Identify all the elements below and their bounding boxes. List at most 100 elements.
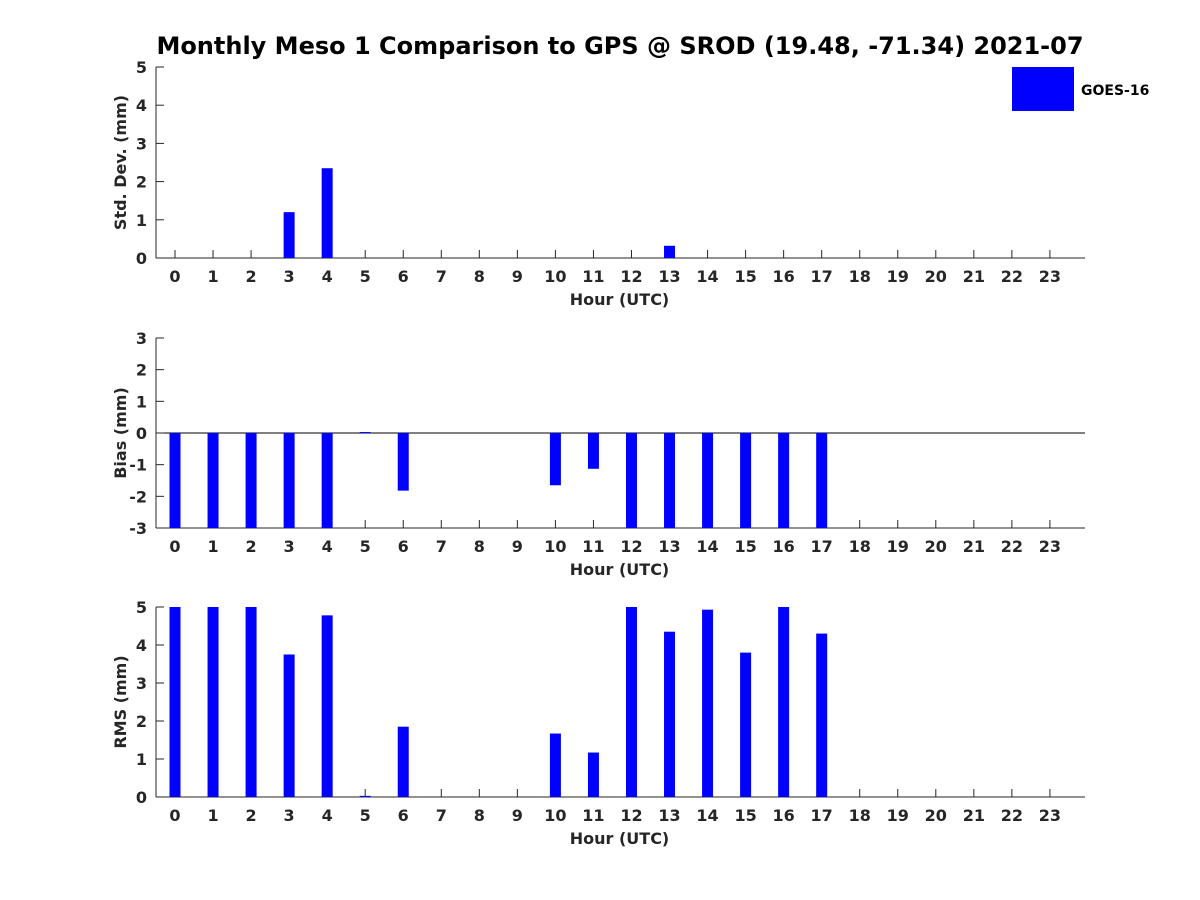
x-tick-label: 9 (512, 806, 523, 825)
x-tick-label: 8 (474, 537, 485, 556)
x-tick-label: 4 (322, 806, 333, 825)
x-tick-label: 16 (773, 806, 795, 825)
x-tick-label: 10 (544, 806, 566, 825)
x-tick-label: 12 (620, 537, 642, 556)
x-tick-label: 6 (398, 267, 409, 286)
x-tick-label: 6 (398, 806, 409, 825)
x-tick-label: 4 (322, 537, 333, 556)
x-tick-label: 0 (169, 537, 180, 556)
x-tick-label: 3 (284, 806, 295, 825)
bar-hour-2 (245, 433, 257, 528)
x-tick-label: 23 (1039, 537, 1061, 556)
bar-hour-13 (664, 631, 676, 797)
y-tick-label: 2 (136, 361, 147, 380)
x-tick-label: 13 (658, 537, 680, 556)
y-tick-label: 1 (136, 750, 147, 769)
x-tick-label: 2 (246, 537, 257, 556)
x-tick-label: 5 (360, 806, 371, 825)
x-tick-label: 9 (512, 537, 523, 556)
bar-hour-15 (740, 433, 752, 528)
x-tick-label: 5 (360, 267, 371, 286)
x-tick-label: 12 (620, 806, 642, 825)
bar-hour-14 (702, 609, 714, 797)
x-tick-label: 1 (207, 806, 218, 825)
bar-hour-4 (321, 433, 333, 528)
x-tick-label: 21 (963, 267, 985, 286)
bar-hour-6 (397, 726, 409, 797)
x-tick-label: 20 (925, 537, 947, 556)
y-tick-label: 0 (136, 788, 147, 807)
x-tick-label: 20 (925, 267, 947, 286)
bar-hour-17 (816, 633, 828, 797)
y-tick-label: 0 (136, 249, 147, 268)
x-tick-label: 7 (436, 537, 447, 556)
y-axis-label: Bias (mm) (111, 387, 130, 479)
x-tick-label: 11 (582, 806, 604, 825)
y-tick-label: 3 (136, 329, 147, 348)
y-tick-label: 3 (136, 134, 147, 153)
x-axis-label: Hour (UTC) (570, 829, 670, 848)
y-tick-label: 5 (136, 58, 147, 77)
bar-hour-5 (359, 432, 371, 434)
x-tick-label: 14 (696, 806, 718, 825)
x-tick-label: 0 (169, 806, 180, 825)
x-axis-label: Hour (UTC) (570, 560, 670, 579)
x-tick-label: 16 (773, 537, 795, 556)
y-tick-label: 0 (136, 424, 147, 443)
bar-hour-0 (169, 607, 181, 797)
y-tick-label: 2 (136, 712, 147, 731)
x-tick-label: 13 (658, 806, 680, 825)
bar-hour-1 (207, 607, 219, 797)
x-tick-label: 7 (436, 267, 447, 286)
bar-hour-2 (245, 607, 257, 797)
x-tick-label: 23 (1039, 267, 1061, 286)
y-tick-label: -2 (129, 487, 147, 506)
legend-swatch (1012, 67, 1074, 111)
legend: GOES-16 (1012, 67, 1149, 111)
y-axis-label: Std. Dev. (mm) (111, 95, 130, 230)
x-axis-label: Hour (UTC) (570, 290, 670, 309)
bar-hour-12 (625, 607, 637, 797)
x-tick-label: 12 (620, 267, 642, 286)
x-tick-label: 20 (925, 806, 947, 825)
x-tick-label: 21 (963, 537, 985, 556)
bar-hour-11 (587, 433, 599, 469)
x-tick-label: 19 (887, 537, 909, 556)
x-tick-label: 16 (773, 267, 795, 286)
bar-hour-3 (283, 433, 295, 528)
x-tick-label: 19 (887, 267, 909, 286)
bar-hour-11 (587, 752, 599, 797)
x-tick-label: 7 (436, 806, 447, 825)
x-tick-label: 22 (1001, 267, 1023, 286)
bar-hour-10 (549, 433, 561, 486)
x-tick-label: 1 (207, 537, 218, 556)
x-tick-label: 17 (811, 537, 833, 556)
x-tick-label: 6 (398, 537, 409, 556)
x-tick-label: 0 (169, 267, 180, 286)
bar-hour-14 (702, 433, 714, 528)
x-tick-label: 8 (474, 267, 485, 286)
x-tick-label: 10 (544, 267, 566, 286)
x-tick-label: 8 (474, 806, 485, 825)
x-tick-label: 2 (246, 806, 257, 825)
bar-hour-0 (169, 433, 181, 528)
bar-hour-3 (283, 212, 295, 258)
bar-hour-4 (321, 615, 333, 797)
x-tick-label: 11 (582, 537, 604, 556)
bar-hour-17 (816, 433, 828, 528)
x-tick-label: 10 (544, 537, 566, 556)
bar-hour-3 (283, 654, 295, 797)
y-tick-label: 4 (136, 96, 147, 115)
y-tick-label: 1 (136, 392, 147, 411)
x-tick-label: 22 (1001, 806, 1023, 825)
bar-hour-13 (664, 245, 676, 258)
x-tick-label: 15 (734, 267, 756, 286)
x-tick-label: 17 (811, 806, 833, 825)
x-tick-label: 3 (284, 537, 295, 556)
x-tick-label: 21 (963, 806, 985, 825)
